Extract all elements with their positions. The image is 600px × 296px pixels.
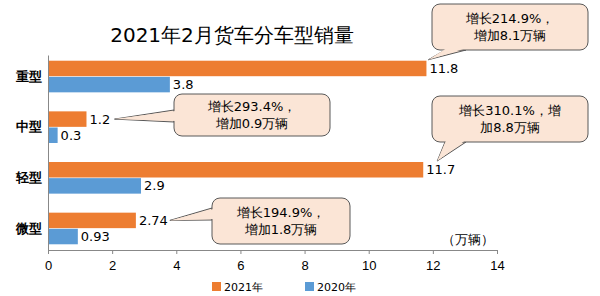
x-tick-label: 10 <box>362 258 376 273</box>
annotation-text: 增加8.1万辆 <box>473 28 547 43</box>
y-tick-label: 重型 <box>15 69 42 84</box>
data-label: 2.9 <box>144 178 165 193</box>
legend-swatch <box>305 282 314 291</box>
callout-box <box>432 4 588 50</box>
x-axis-line <box>49 251 498 255</box>
x-tick-mark <box>433 250 434 254</box>
x-tick-label: 12 <box>426 258 440 273</box>
data-label: 2.74 <box>139 213 168 228</box>
bar <box>48 213 136 228</box>
bar <box>48 111 86 126</box>
data-label: 11.8 <box>429 61 458 76</box>
x-tick: 8 <box>301 250 308 273</box>
annotation: 增长293.4%， 增加0.9万辆 <box>114 94 330 136</box>
bar <box>48 77 170 92</box>
data-label: 11.7 <box>426 162 455 177</box>
x-tick-label: 4 <box>173 258 180 273</box>
legend-label: 2021年 <box>224 281 263 294</box>
x-tick-label: 8 <box>301 258 308 273</box>
y-tick: 微型 <box>15 221 48 236</box>
data-label: 0.93 <box>81 229 110 244</box>
callout-box <box>432 96 588 142</box>
bar <box>48 162 423 177</box>
title: 2021年2月货车分车型销量 <box>110 23 354 47</box>
legend-label: 2020年 <box>317 281 356 294</box>
x-tick-mark <box>48 250 49 254</box>
bars <box>48 61 426 245</box>
annotation-text: 增长310.1%，增 <box>458 103 561 118</box>
callout-pointer-fill <box>114 111 175 121</box>
x-tick-label: 6 <box>237 258 244 273</box>
y-axis-line <box>48 56 49 251</box>
annotation-text: 增加0.9万辆 <box>215 116 289 131</box>
x-tick: 12 <box>426 250 440 273</box>
x-tick: 6 <box>237 250 244 273</box>
bar <box>48 61 426 76</box>
data-label: 3.8 <box>173 77 194 92</box>
annotation-text: 增长194.9%， <box>236 205 326 220</box>
x-tick-label: 14 <box>490 258 504 273</box>
x-tick: 10 <box>362 250 376 273</box>
x-tick-mark <box>176 250 177 254</box>
callout-pointer-fill <box>437 141 465 162</box>
bar <box>48 127 58 142</box>
callout-box <box>212 198 350 244</box>
annotation-text: 加8.8万辆 <box>480 120 540 135</box>
x-tick: 4 <box>173 250 180 273</box>
y-tick: 轻型 <box>15 170 48 185</box>
x-tick: 2 <box>109 250 116 273</box>
annotation-text: 增长214.9%， <box>465 11 555 26</box>
annotation: 增长214.9%， 增加8.1万辆 <box>428 4 588 60</box>
y-tick: 中型 <box>16 119 48 134</box>
callout-pointer-fill <box>428 49 465 60</box>
x-tick-label: 0 <box>45 258 52 273</box>
y-tick-label: 轻型 <box>15 170 42 185</box>
y-tick-label: 中型 <box>16 119 42 134</box>
x-tick-mark <box>112 250 113 254</box>
legend: 2021年 2020年 <box>212 281 356 294</box>
legend-swatch <box>212 282 221 291</box>
annotation: 增长194.9%， 增加1.8万辆 <box>170 198 350 244</box>
x-axis: 0 2 4 6 8 10 12 14 <box>45 250 505 273</box>
x-tick: 14 <box>490 250 504 273</box>
x-tick-mark <box>305 250 306 254</box>
callout-box <box>174 94 330 136</box>
chart: 2021年2月货车分车型销量 0 2 4 6 8 10 12 14 重型中型轻型微型 11.8 1.2… <box>0 0 600 296</box>
y-tick: 重型 <box>15 69 48 84</box>
x-tick-mark <box>240 250 241 254</box>
x-tick-mark <box>497 250 498 254</box>
annotation-text: 增长293.4%， <box>207 99 297 114</box>
x-axis-label: （万辆） <box>442 232 494 247</box>
x-tick-mark <box>369 250 370 254</box>
y-axis: 重型中型轻型微型 <box>15 56 49 251</box>
bar <box>48 178 141 193</box>
annotation-text: 增加1.8万辆 <box>244 222 318 237</box>
y-tick-label: 微型 <box>15 221 42 236</box>
annotation: 增长310.1%，增加8.8万辆 <box>432 96 588 161</box>
x-tick-label: 2 <box>109 258 116 273</box>
data-label: 1.2 <box>89 112 110 127</box>
callout-pointer-fill <box>170 209 214 220</box>
bar <box>48 229 78 244</box>
x-tick: 0 <box>45 250 52 273</box>
data-label: 0.3 <box>61 128 82 143</box>
